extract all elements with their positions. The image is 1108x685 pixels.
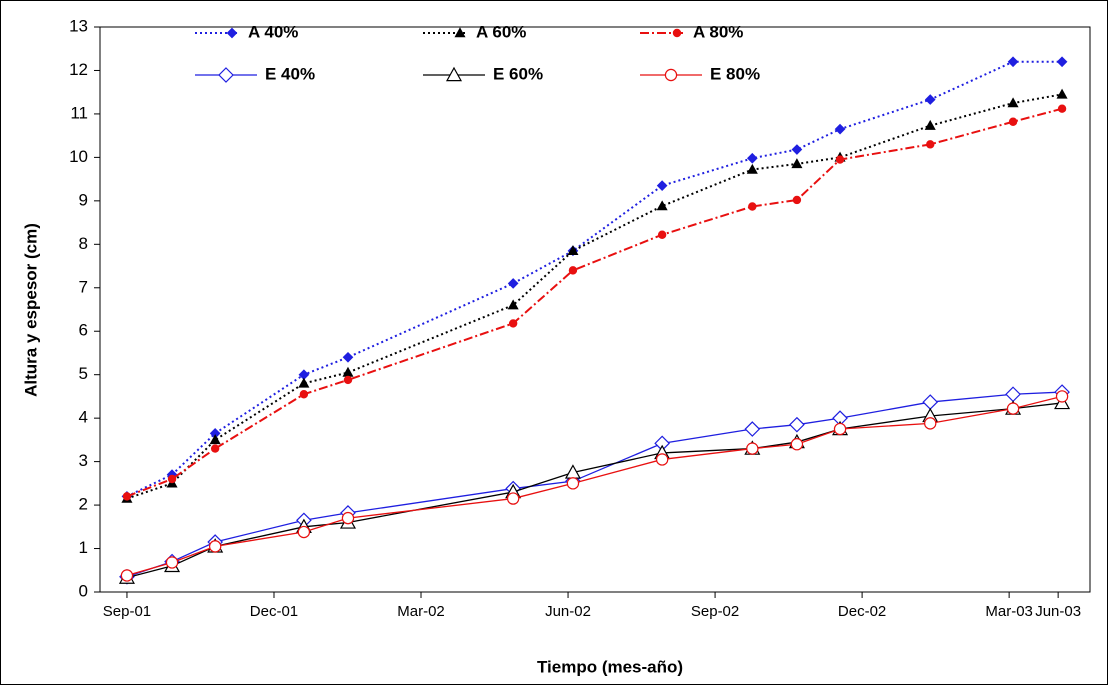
data-point <box>834 123 846 135</box>
data-point <box>297 525 311 539</box>
data-point <box>122 492 132 501</box>
y-tick-label: 1 <box>79 538 88 557</box>
x-tick-label: Sep-01 <box>103 603 151 620</box>
legend-marker <box>454 27 466 38</box>
data-point <box>833 422 847 436</box>
data-point <box>748 202 757 211</box>
legend-label: E 60% <box>493 64 543 83</box>
series-line <box>126 93 1063 500</box>
data-point <box>1057 104 1067 113</box>
plot-frame <box>99 26 1091 593</box>
legend-marker <box>664 68 678 82</box>
data-point <box>790 438 804 451</box>
x-tick-label: Jun-02 <box>545 603 591 620</box>
y-tick-label: 3 <box>79 451 88 470</box>
data-point <box>1008 117 1018 126</box>
data-point <box>924 119 936 130</box>
y-tick-label: 8 <box>79 234 88 253</box>
data-point <box>835 155 845 164</box>
data-point <box>568 266 578 275</box>
y-tick-label: 5 <box>79 364 88 383</box>
legend-marker <box>218 67 234 83</box>
data-point <box>167 474 177 484</box>
x-tick-label: Mar-02 <box>397 603 445 620</box>
data-point <box>746 442 759 455</box>
legend-marker <box>226 27 238 39</box>
data-point <box>657 230 667 239</box>
data-point <box>341 511 355 525</box>
data-point <box>789 416 805 433</box>
data-point <box>120 569 134 582</box>
data-point <box>656 200 668 211</box>
data-point <box>1055 390 1069 403</box>
data-point <box>210 444 220 453</box>
data-point <box>1056 88 1068 99</box>
data-point <box>209 434 221 445</box>
series-line <box>126 395 1063 577</box>
y-tick-label: 2 <box>79 495 88 514</box>
x-tick-label: Sep-02 <box>691 603 739 620</box>
y-tick-label: 13 <box>69 16 88 35</box>
x-axis-label: Tiempo (mes-año) <box>537 657 683 676</box>
data-point <box>656 180 668 191</box>
data-point <box>1006 402 1020 415</box>
legend-marker <box>445 66 463 82</box>
legend-label: E 80% <box>710 64 760 83</box>
data-point <box>746 163 758 174</box>
data-point <box>343 375 353 385</box>
data-point <box>792 195 802 205</box>
data-point <box>507 278 519 289</box>
data-point <box>746 152 758 164</box>
y-tick-label: 9 <box>79 190 88 209</box>
x-tick-label: Dec-02 <box>838 603 886 620</box>
data-point <box>165 556 179 569</box>
data-point <box>567 245 579 256</box>
x-tick-label: Jun-03 <box>1035 603 1081 620</box>
y-tick-label: 7 <box>79 277 88 296</box>
x-tick-label: Dec-01 <box>250 603 298 620</box>
legend-label: A 80% <box>693 22 743 41</box>
data-point <box>208 540 222 553</box>
data-point <box>1056 56 1068 68</box>
legend-marker <box>672 28 682 38</box>
y-tick-label: 10 <box>69 147 88 166</box>
y-tick-label: 6 <box>79 321 88 340</box>
data-point <box>506 492 520 505</box>
data-point <box>299 390 309 399</box>
data-point <box>1007 97 1019 108</box>
data-point <box>744 421 761 437</box>
data-point <box>924 417 937 430</box>
y-tick-label: 0 <box>79 581 88 600</box>
legend-label: A 40% <box>248 22 298 41</box>
data-point <box>298 377 310 388</box>
series-line <box>126 402 1063 579</box>
y-axis-label: Altura y espesor (cm) <box>21 223 40 397</box>
y-tick-label: 12 <box>69 60 88 79</box>
data-point <box>791 144 803 155</box>
data-point <box>342 351 354 363</box>
data-point <box>655 453 669 466</box>
data-point <box>791 158 803 169</box>
data-point <box>926 140 935 149</box>
legend-label: E 40% <box>265 64 315 83</box>
data-point <box>566 477 580 490</box>
data-point <box>924 94 936 105</box>
data-point <box>507 299 519 310</box>
y-tick-label: 11 <box>70 103 88 122</box>
legend-label: A 60% <box>476 22 526 41</box>
x-tick-label: Mar-03 <box>985 603 1033 620</box>
data-point <box>1007 56 1019 68</box>
data-point <box>508 319 518 328</box>
y-tick-label: 4 <box>79 408 88 427</box>
